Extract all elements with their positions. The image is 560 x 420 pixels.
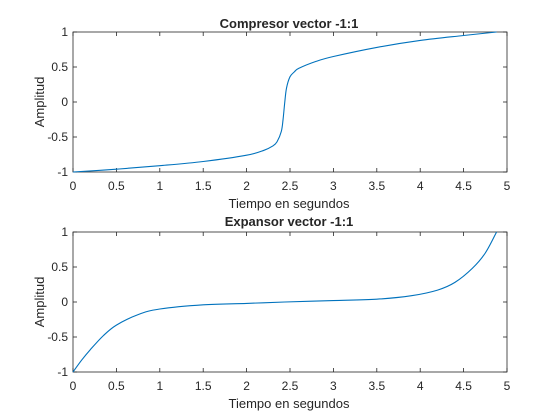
expansor-title: Expansor vector -1:1 — [225, 214, 354, 229]
expansor-ytick-label: -0.5 — [47, 330, 68, 344]
compresor-series-line — [72, 31, 497, 173]
compresor-axes: Compresor vector -1:1 Tiempo en segundos… — [32, 16, 511, 211]
compresor-xtick-label: 4 — [417, 179, 424, 193]
expansor-xtick-label: 4 — [417, 379, 424, 393]
expansor-xtick-label: 3 — [330, 379, 337, 393]
expansor-xtick-label: 2.5 — [282, 379, 299, 393]
compresor-ytick-label: 0.5 — [51, 60, 68, 74]
compresor-xlabel: Tiempo en segundos — [229, 196, 350, 211]
compresor-xtick-label: 3 — [330, 179, 337, 193]
expansor-xtick-label: 1.5 — [195, 379, 212, 393]
compresor-xtick-label: 0.5 — [108, 179, 125, 193]
expansor-series-line — [72, 231, 498, 373]
expansor-xtick-label: 4.5 — [455, 379, 472, 393]
expansor-xtick-label: 0 — [70, 379, 77, 393]
compresor-ylabel: Amplitud — [32, 77, 47, 128]
compresor-xtick-label: 2 — [243, 179, 250, 193]
compresor-xtick-label: 2.5 — [282, 179, 299, 193]
compresor-plot-box — [72, 31, 508, 173]
compresor-xtick-label: 1 — [156, 179, 163, 193]
expansor-xlabel: Tiempo en segundos — [229, 396, 350, 411]
compresor-xtick-label: 3.5 — [368, 179, 385, 193]
compresor-ytick-label: -0.5 — [47, 130, 68, 144]
expansor-ytick-label: 0 — [61, 295, 68, 309]
compresor-xtick-label: 1.5 — [195, 179, 212, 193]
compresor-title: Compresor vector -1:1 — [220, 16, 359, 31]
compresor-ytick-label: 0 — [61, 95, 68, 109]
expansor-ytick-label: 0.5 — [51, 260, 68, 274]
compresor-xtick-label: 4.5 — [455, 179, 472, 193]
compresor-ytick-label: -1 — [57, 165, 68, 179]
compresor-xtick-label: 5 — [504, 179, 511, 193]
expansor-xtick-label: 5 — [504, 379, 511, 393]
expansor-xtick-label: 3.5 — [368, 379, 385, 393]
compresor-ytick-label: 1 — [61, 25, 68, 39]
expansor-xtick-label: 2 — [243, 379, 250, 393]
compresor-xtick-label: 0 — [70, 179, 77, 193]
expansor-xtick-label: 0.5 — [108, 379, 125, 393]
expansor-axes: Expansor vector -1:1 Tiempo en segundos … — [32, 214, 511, 411]
expansor-ytick-label: 1 — [61, 225, 68, 239]
expansor-ytick-label: -1 — [57, 365, 68, 379]
expansor-xtick-label: 1 — [156, 379, 163, 393]
expansor-ylabel: Amplitud — [32, 277, 47, 328]
